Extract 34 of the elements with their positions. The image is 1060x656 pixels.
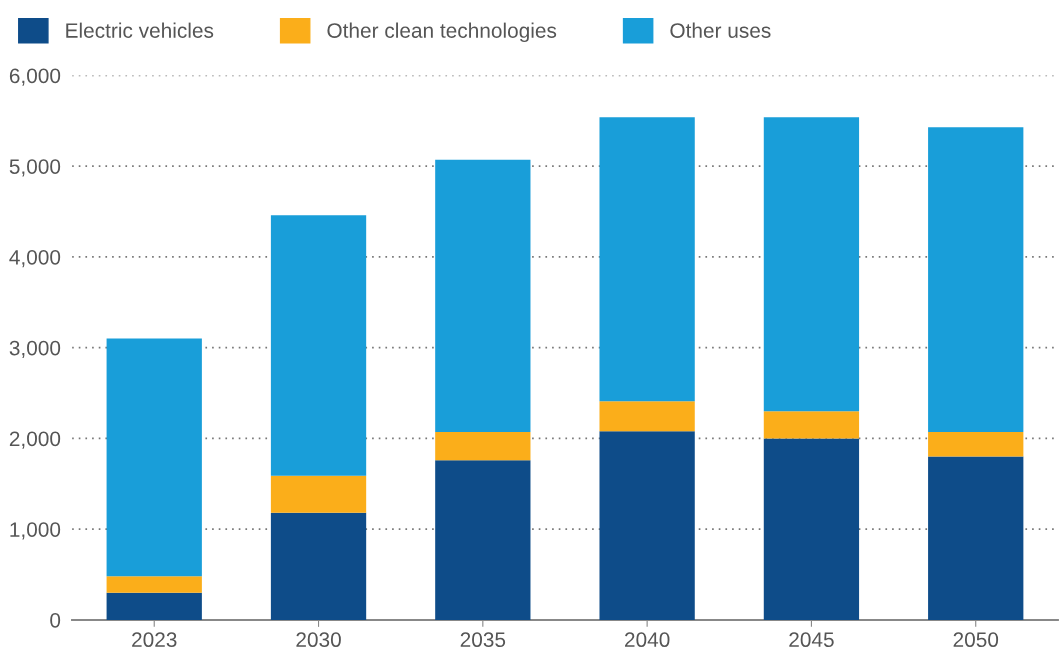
x-tick-label: 2030	[296, 632, 341, 648]
x-tick-label: 2040	[625, 632, 670, 648]
bar	[435, 159, 531, 433]
bar	[106, 592, 202, 620]
y-tick-label: 4,000	[9, 249, 61, 268]
y-tick-label: 0	[50, 612, 61, 628]
y-tick-label: 1,000	[10, 522, 61, 540]
bar	[106, 338, 202, 577]
bar	[928, 127, 1024, 433]
legend-label: Electric vehicles	[66, 22, 214, 38]
x-tick-label: 2045	[789, 632, 834, 648]
bar	[763, 411, 860, 439]
bar	[928, 432, 1024, 457]
x-tick-label: 2035	[460, 632, 506, 648]
bar	[270, 215, 367, 476]
y-tick-label: 3,000	[9, 340, 61, 358]
bar	[435, 432, 531, 461]
bar	[599, 401, 695, 432]
y-tick-label: 6,000	[9, 68, 61, 86]
x-tick-label: 2023	[132, 632, 177, 648]
bar	[270, 512, 367, 620]
legend-label: Other clean technologies	[327, 22, 557, 43]
bar	[599, 431, 695, 620]
y-tick-label: 5,000	[9, 159, 61, 177]
bar	[763, 438, 860, 620]
bar	[928, 456, 1024, 620]
bar	[106, 576, 202, 593]
bar	[270, 475, 367, 513]
bar	[763, 117, 860, 412]
bar	[599, 117, 695, 402]
legend-label: Other uses	[670, 22, 771, 38]
bar	[435, 460, 531, 620]
x-tick-label: 2050	[953, 632, 999, 648]
y-tick-label: 2,000	[9, 431, 61, 449]
